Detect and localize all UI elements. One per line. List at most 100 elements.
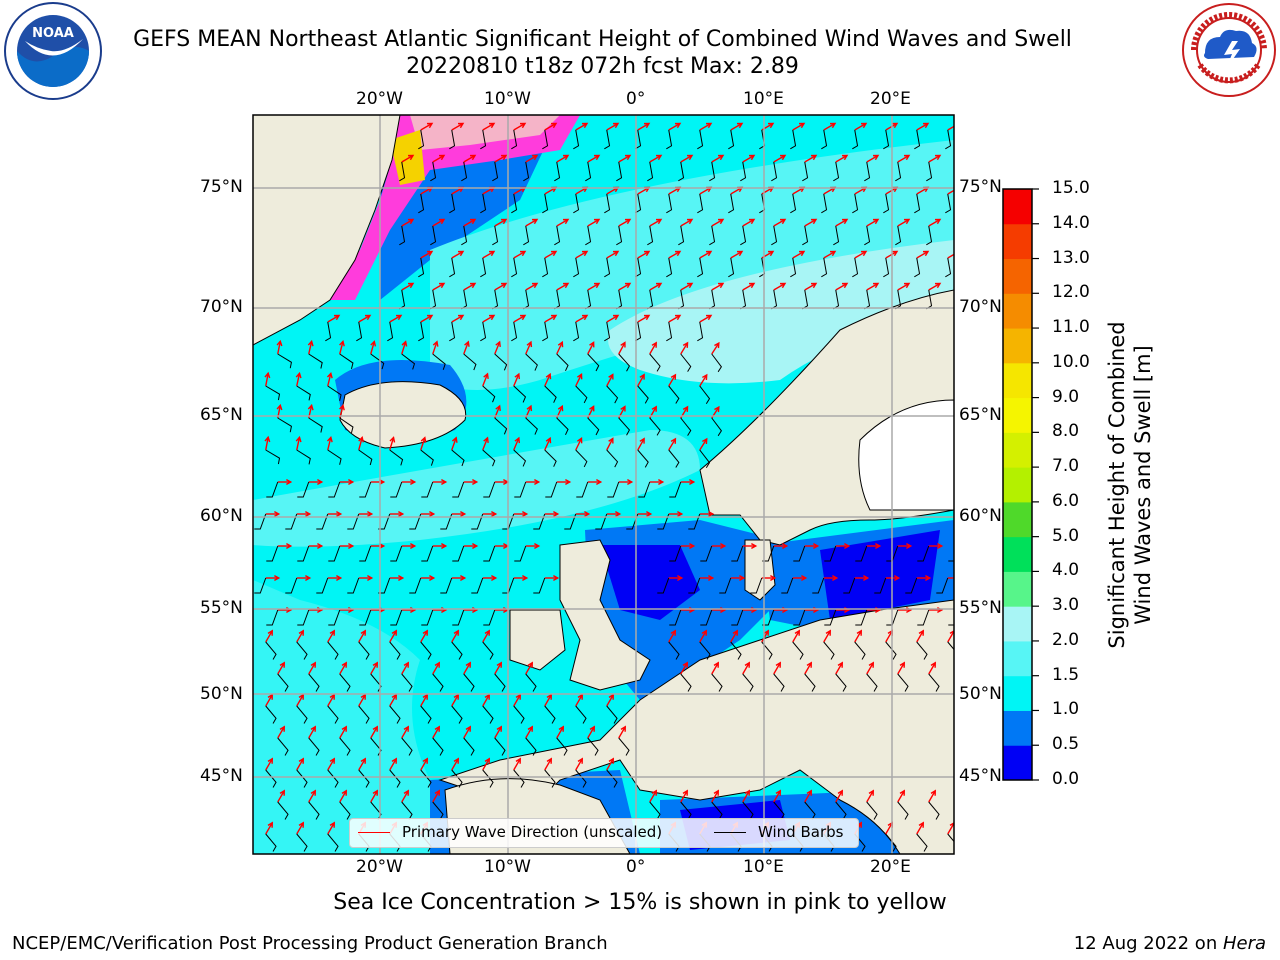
wind-barb	[917, 609, 930, 626]
wind-barb	[440, 577, 453, 594]
wind-barb	[711, 801, 723, 820]
wind-barb	[339, 353, 354, 369]
wave-direction-arrowhead	[274, 574, 281, 582]
wave-direction-arrowhead	[714, 341, 720, 349]
wind-barb	[573, 129, 580, 150]
wave-direction-arrowhead	[949, 822, 954, 828]
wind-barb	[575, 385, 588, 404]
wave-direction-arrow	[482, 314, 495, 323]
wind-barb	[492, 161, 499, 182]
wave-direction-arrowhead	[329, 821, 335, 828]
wave-direction-arrow	[668, 374, 677, 387]
lat-tick-left-0: 75°N	[200, 177, 243, 197]
wave-direction-arrowhead	[713, 789, 719, 796]
wave-direction-arrowhead	[677, 510, 684, 518]
wave-direction-arrow	[823, 250, 836, 259]
wind-barb	[874, 577, 887, 594]
wave-direction-arrow	[358, 437, 363, 451]
wave-direction-arrowhead	[317, 478, 324, 486]
wave-direction-arrow	[513, 122, 526, 131]
wind-barb	[285, 513, 298, 530]
wave-direction-arrowhead	[339, 403, 345, 411]
wave-direction-arrow	[835, 218, 848, 227]
wave-direction-arrow	[699, 250, 712, 259]
wave-direction-arrowhead	[515, 757, 521, 764]
wind-barb	[432, 737, 444, 756]
wind-barb	[452, 481, 465, 498]
wave-direction-arrowhead	[483, 372, 489, 379]
wind-barb	[666, 193, 673, 214]
wind-barb	[399, 161, 406, 182]
wind-barb	[480, 129, 487, 150]
wave-direction-arrowhead	[593, 282, 601, 289]
lon-tick-top-1: 10°W	[484, 89, 531, 109]
wave-direction-arrow	[482, 758, 490, 771]
wind-barb	[618, 353, 631, 372]
wave-direction-arrowhead	[372, 789, 378, 796]
wave-direction-arrowhead	[422, 629, 428, 636]
wave-direction-arrowhead	[367, 574, 374, 582]
wind-barb	[709, 161, 716, 182]
wave-direction-arrow	[525, 282, 538, 291]
wave-direction-arrowhead	[491, 510, 498, 518]
lat-tick-left-6: 45°N	[200, 766, 243, 786]
wind-barb	[449, 257, 456, 278]
wave-direction-arrow	[389, 437, 395, 451]
wave-direction-arrowhead	[732, 629, 738, 636]
wind-barb	[790, 193, 797, 214]
colorbar-bin	[1003, 571, 1032, 607]
wind-barb	[680, 801, 692, 820]
wave-direction-arrowhead	[705, 122, 713, 129]
wind-barb	[513, 449, 527, 467]
wave-direction-arrowhead	[329, 629, 335, 636]
wave-direction-arrowhead	[720, 542, 727, 550]
wave-direction-arrowhead	[581, 122, 589, 129]
wave-direction-arrowhead	[925, 574, 932, 582]
wave-direction-arrowhead	[863, 574, 870, 582]
colorbar-bin	[1003, 606, 1032, 642]
wind-barb	[370, 737, 382, 756]
wind-barb	[960, 738, 970, 755]
wave-direction-arrow	[928, 154, 941, 163]
wind-barb	[420, 769, 432, 788]
wave-direction-arrow	[525, 341, 532, 355]
wave-direction-arrowhead	[457, 250, 465, 257]
wave-direction-arrowhead	[484, 629, 490, 636]
wave-direction-arrowhead	[534, 478, 541, 486]
wind-barb	[649, 353, 661, 372]
wave-direction-arrowhead	[891, 122, 899, 129]
wind-barb	[482, 385, 496, 403]
wind-barb	[483, 609, 496, 626]
legend-wave-direction-swatch	[358, 832, 390, 833]
colorbar-bin	[1003, 710, 1032, 746]
wind-barb	[575, 769, 587, 788]
wave-direction-arrowhead	[329, 757, 335, 764]
wave-direction-arrow	[960, 284, 971, 291]
wind-barb	[657, 513, 670, 530]
wave-direction-arrow	[730, 250, 743, 259]
wind-barb	[285, 577, 298, 594]
wind-barb	[885, 641, 897, 660]
wind-barb	[421, 545, 434, 562]
wave-direction-arrowhead	[453, 629, 459, 636]
wind-barb	[277, 801, 289, 820]
wave-direction-arrowhead	[379, 478, 386, 486]
wind-barb	[824, 609, 837, 626]
wave-direction-arrowhead	[522, 574, 529, 582]
wave-direction-arrowhead	[576, 437, 583, 444]
wind-barb	[494, 673, 506, 692]
wind-barb	[647, 225, 654, 246]
wave-direction-arrowhead	[872, 282, 880, 289]
wave-direction-arrowhead	[589, 405, 595, 412]
lat-tick-left-2: 65°N	[200, 405, 243, 425]
wave-direction-arrow	[575, 374, 583, 387]
wave-direction-arrow	[606, 694, 614, 707]
wave-direction-arrowhead	[841, 218, 849, 225]
wave-direction-arrow	[401, 790, 409, 803]
wind-barb	[451, 449, 465, 467]
wave-direction-arrowhead	[367, 510, 374, 518]
wave-direction-arrowhead	[279, 789, 285, 796]
wind-barb	[680, 673, 692, 692]
wind-barb	[587, 737, 599, 756]
wave-direction-arrowhead	[307, 339, 314, 347]
